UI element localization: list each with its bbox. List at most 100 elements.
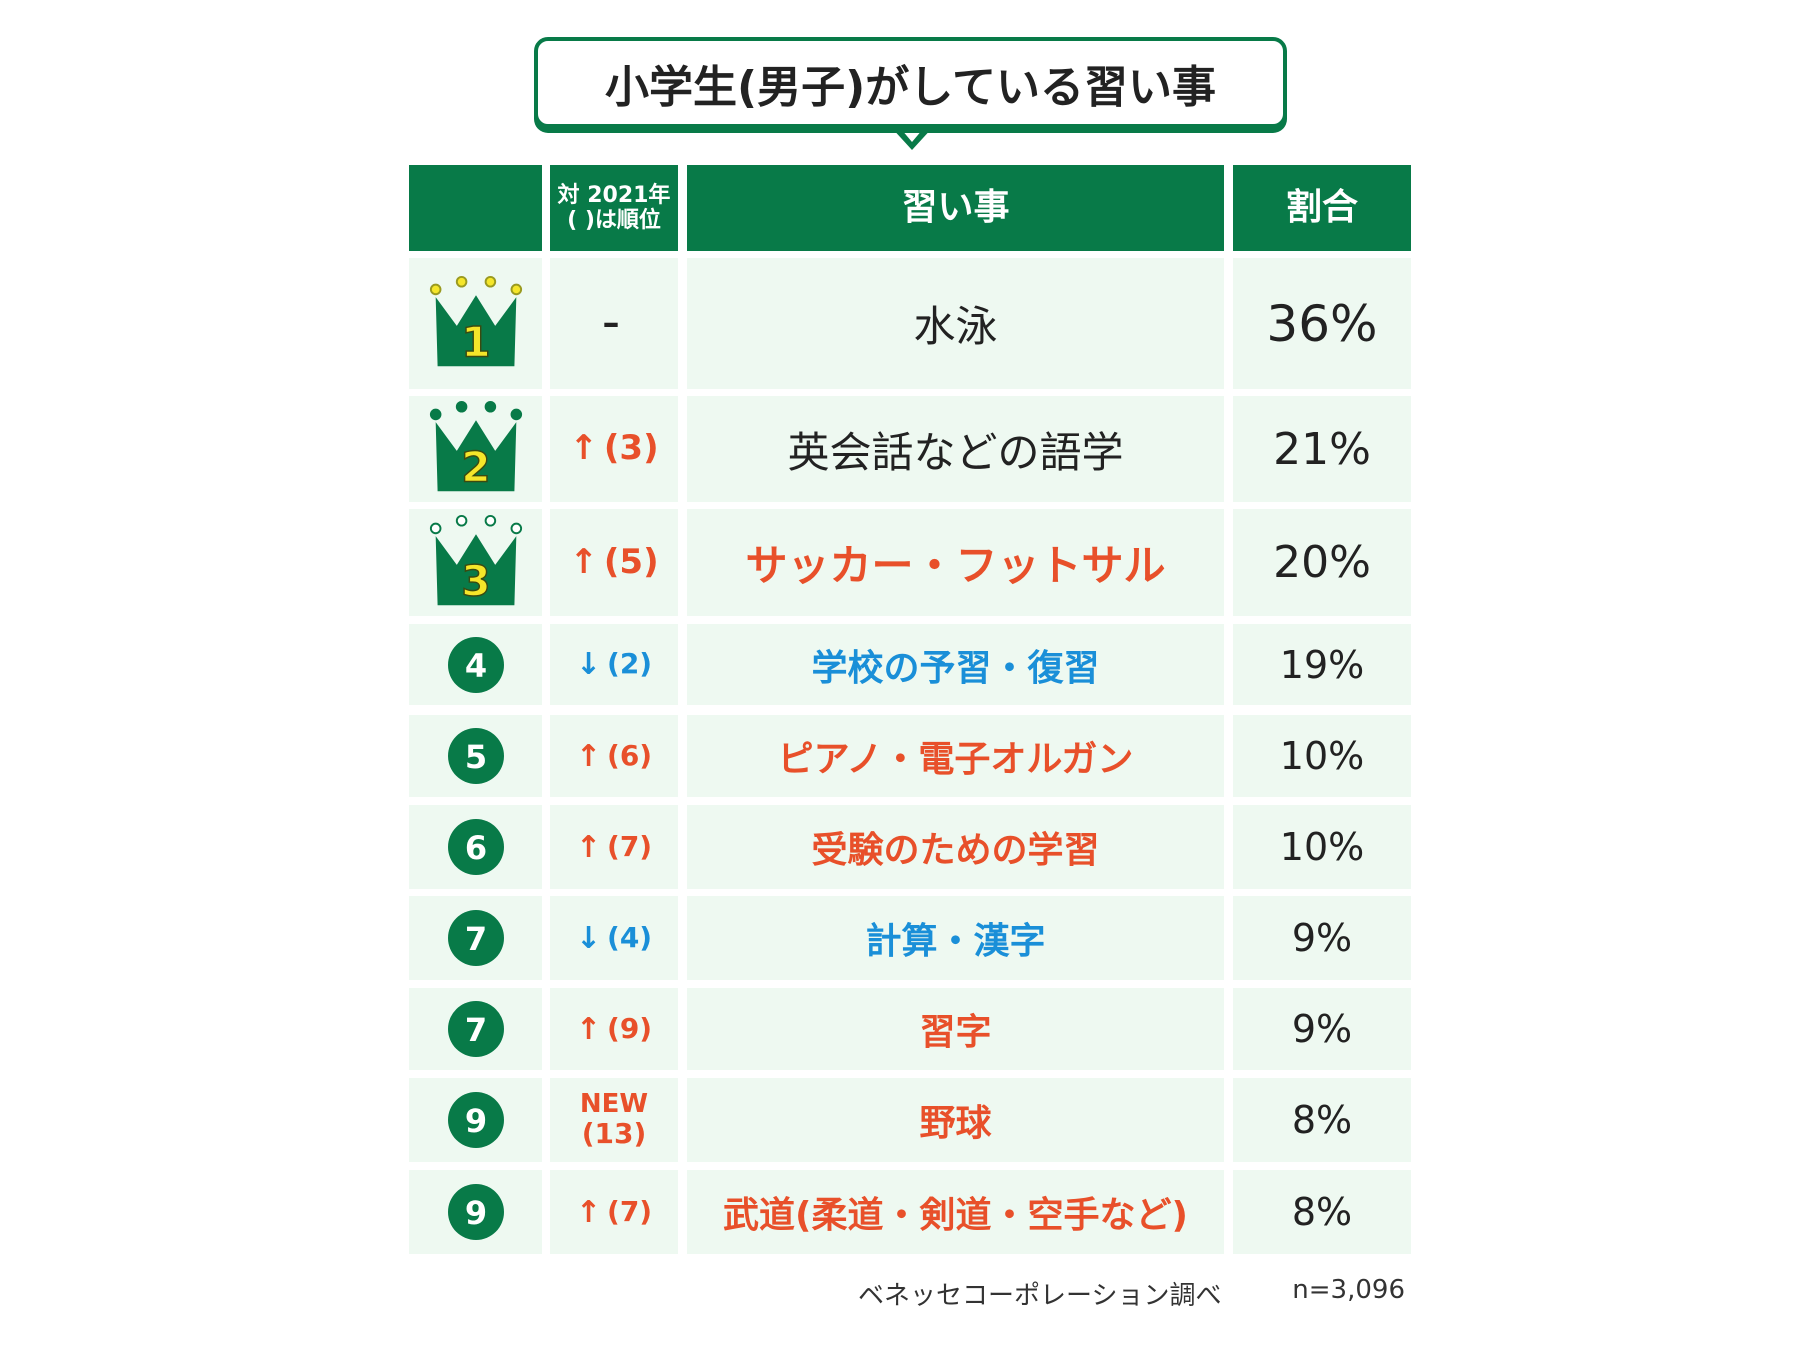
activity: ピアノ・電子オルガン [777, 739, 1134, 780]
table-cell: 受験のための学習 [687, 805, 1224, 889]
table-cell: 9 [409, 1078, 542, 1162]
crown-shape [435, 294, 516, 366]
table-cell: 36% [1233, 258, 1411, 389]
crown-dot [429, 522, 441, 534]
table-cell: 2 [409, 396, 542, 502]
trend: ↑ [575, 1194, 602, 1230]
trend: – [602, 302, 620, 343]
crown-icon: 3 [429, 514, 522, 606]
rank: 1 [461, 317, 490, 366]
crown-shape [435, 420, 516, 492]
table-cell: 9 [409, 1170, 542, 1254]
crown-dot [455, 514, 467, 527]
activity: 水泳 [913, 302, 998, 351]
header-cell: 対 2021年( )は順位 [550, 165, 678, 251]
table-cell: ↑ (9) [550, 988, 678, 1070]
crown-dot [484, 514, 496, 527]
share: 19% [1279, 642, 1365, 687]
table-cell: 野球 [687, 1078, 1224, 1162]
activity: 学校の予習・復習 [811, 647, 1100, 689]
circle [447, 1092, 504, 1148]
table-cell: 10% [1233, 805, 1411, 889]
share: 21% [1273, 423, 1371, 475]
crown-dot [455, 275, 467, 288]
rank-circle: 7 [447, 910, 504, 966]
previous-rank: (6) [607, 738, 653, 772]
crown-dot [510, 283, 522, 295]
table-cell: 19% [1233, 624, 1411, 705]
share: 9% [1291, 1007, 1353, 1051]
header-text: 割合 [1285, 187, 1358, 229]
circle [447, 728, 504, 784]
previous-rank: (4) [607, 920, 653, 954]
trend: ↑ [569, 428, 598, 469]
rank: 2 [461, 443, 490, 492]
rank-circle: 5 [447, 728, 504, 784]
rank: 7 [464, 920, 486, 958]
rank: 5 [464, 738, 486, 776]
rank: 7 [464, 1011, 486, 1049]
crown-dot [429, 408, 441, 421]
previous-rank: (7) [607, 1194, 653, 1228]
trend: ↑ [569, 541, 598, 582]
table-cell: 7 [409, 988, 542, 1070]
crown-dot [455, 401, 467, 413]
share: 9% [1291, 916, 1353, 960]
circle [447, 910, 504, 966]
table-cell: 10% [1233, 715, 1411, 797]
rank: 9 [464, 1102, 486, 1140]
circle [447, 636, 504, 693]
table-cell: サッカー・フットサル [687, 509, 1224, 616]
share: 36% [1266, 294, 1378, 353]
rank-circle: 9 [447, 1092, 504, 1148]
previous-rank: (13) [581, 1116, 647, 1150]
rank: 9 [464, 1194, 486, 1232]
trend: ↓ [575, 920, 602, 956]
header-text: ( )は順位 [567, 208, 661, 233]
table-cell: ↑ (7) [550, 805, 678, 889]
table-cell: 武道(柔道・剣道・空手など) [687, 1170, 1224, 1254]
share: 8% [1291, 1190, 1353, 1234]
crown-icon: 1 [429, 275, 522, 367]
circle [447, 1184, 504, 1240]
crown-shape [435, 533, 516, 605]
table-cell: 6 [409, 805, 542, 889]
table-cell: ピアノ・電子オルガン [687, 715, 1224, 797]
share: 20% [1273, 537, 1371, 588]
header-cell: 習い事 [687, 165, 1224, 251]
activity: 習字 [919, 1012, 992, 1053]
sample-size: n=3,096 [1292, 1275, 1405, 1305]
table-cell: 20% [1233, 509, 1411, 616]
table-cell: ↓ (4) [550, 896, 678, 980]
previous-rank: (5) [603, 541, 659, 582]
rank-circle: 9 [447, 1184, 504, 1240]
trend: NEW [579, 1089, 649, 1120]
table-cell: 計算・漢字 [687, 896, 1224, 980]
crown-dot [484, 401, 496, 413]
previous-rank: (9) [607, 1011, 653, 1045]
rank: 3 [461, 556, 490, 605]
rank-circle: 4 [447, 636, 504, 693]
crown-dot [429, 283, 441, 295]
table-cell: 9% [1233, 896, 1411, 980]
table-cell: 8% [1233, 1078, 1411, 1162]
rank-circle: 7 [447, 1001, 504, 1057]
table-cell: 英会話などの語学 [687, 396, 1224, 502]
table-cell: 1 [409, 258, 542, 389]
trend: ↓ [575, 647, 602, 682]
table-cell: NEW (13) [550, 1078, 678, 1162]
table-cell: ↑ (7) [550, 1170, 678, 1254]
table-cell: 9% [1233, 988, 1411, 1070]
table-cell: 7 [409, 896, 542, 980]
activity: サッカー・フットサル [745, 541, 1166, 590]
table-cell: ↓ (2) [550, 624, 678, 705]
header-text: 習い事 [901, 187, 1010, 229]
table-cell: ↑ (5) [550, 509, 678, 616]
crown-dot [484, 275, 496, 288]
previous-rank: (2) [607, 647, 653, 681]
table-cell: 21% [1233, 396, 1411, 502]
table-cell: ↑ (6) [550, 715, 678, 797]
activity: 英会話などの語学 [787, 427, 1124, 477]
circle [447, 819, 504, 875]
